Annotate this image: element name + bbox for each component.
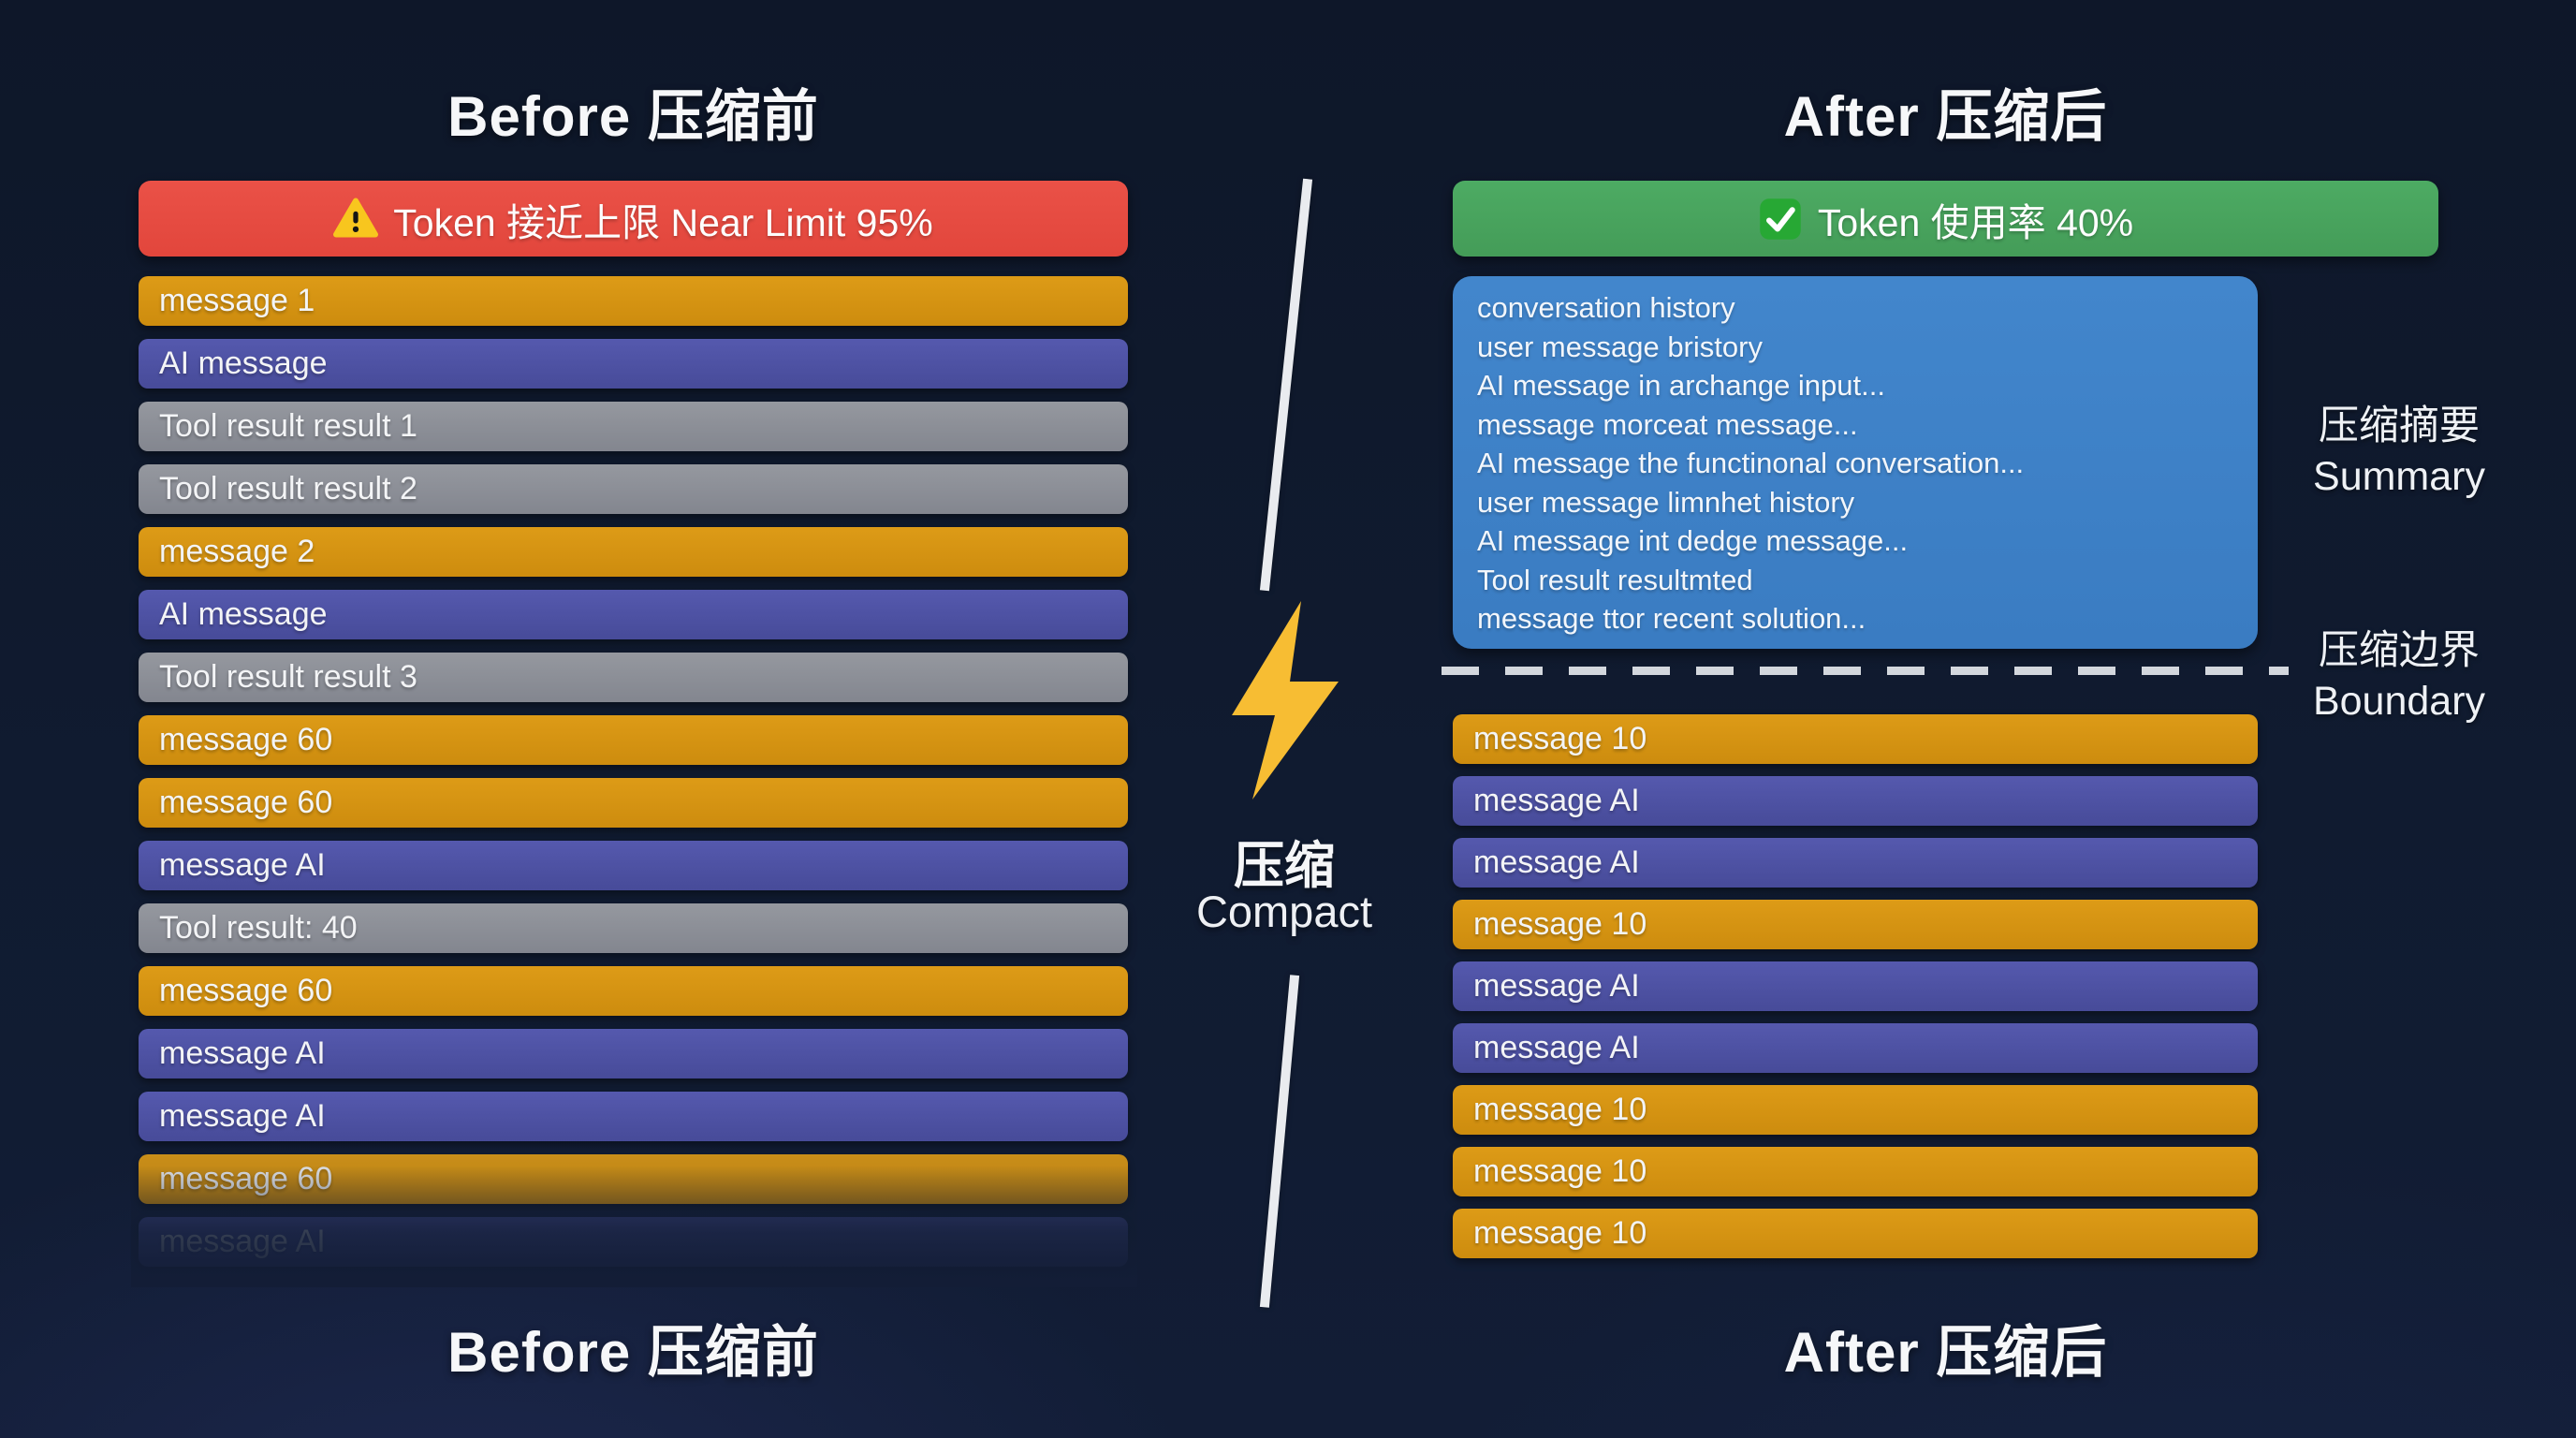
boundary-label-en: Boundary [2312,679,2486,724]
summary-line: Tool result resultmted [1477,563,1753,596]
message-bar-user: message 10 [1453,1085,2258,1135]
warning-banner-label: Token 接近上限 Near Limit 95% [393,200,933,244]
summary-line: AI message in archange input... [1477,369,1885,402]
message-bar-user: message 2 [139,527,1128,577]
summary-label-en: Summary [2313,454,2485,499]
message-bar-user: message 60 [139,715,1128,765]
title-top-left: Before 压缩前 [447,85,819,148]
summary-line: user message bristory [1477,330,1763,363]
token-usage-success-banner: Token 使用率 40% [1453,181,2438,257]
divider-line-bottom [1259,975,1300,1308]
summary-line: AI message int dedge message... [1477,524,1909,557]
summary-label-zh: 压缩摘要 [2319,404,2480,448]
compact-label-en: Compact [1195,887,1373,936]
message-bar-user: message 60 [139,1154,1128,1204]
warning-icon [333,197,379,242]
message-bar-user: message 1 [139,276,1128,326]
token-limit-warning-banner: Token 接近上限 Near Limit 95% [139,181,1128,257]
summary-line: AI message the functinonal conversation.… [1477,447,2025,479]
divider-line-top [1259,178,1313,592]
summary-line: conversation history [1477,291,1735,324]
message-list-before: message 1 AI message Tool result result 1 T… [139,276,1128,1280]
message-bar-ai: message AI [139,1217,1128,1267]
message-bar-tool: Tool result result 3 [139,653,1128,702]
message-bar-ai: message AI [139,1092,1128,1141]
success-banner-label: Token 使用率 40% [1817,200,2134,244]
boundary-label: 压缩边界 Boundary [2277,625,2521,726]
title-bottom-right: After 压缩后 [1783,1321,2108,1384]
summary-label: 压缩摘要 Summary [2277,401,2521,502]
message-list-after: message 10 message AI message AI message 10… [1453,714,2258,1270]
title-top-right: After 压缩后 [1783,85,2108,148]
boundary-label-zh: 压缩边界 [2319,628,2480,673]
message-bar-ai: message AI [1453,776,2258,826]
message-bar-ai: message AI [1453,1023,2258,1073]
message-bar-user: message 10 [1453,1209,2258,1258]
message-bar-user: message 10 [1453,1147,2258,1196]
title-bottom-left: Before 压缩前 [447,1321,819,1384]
summary-line: message ttor recent solution... [1477,602,1866,635]
summary-line: message morceat message... [1477,407,1858,441]
boundary-dashed-line [1442,667,2289,675]
summary-line: user message limnhet history [1477,485,1855,519]
check-icon [1758,197,1803,242]
message-bar-tool: Tool result: 40 [139,903,1128,953]
message-bar-ai: message AI [1453,961,2258,1011]
message-bar-user: message 10 [1453,714,2258,764]
message-bar-user: message 60 [139,778,1128,828]
compact-label-zh: 压缩 [1234,838,1335,894]
message-bar-tool: Tool result result 2 [139,464,1128,514]
lightning-bolt-icon [1232,601,1339,800]
message-bar-ai: AI message [139,590,1128,639]
message-bar-ai: AI message [139,339,1128,389]
message-bar-ai: message AI [139,841,1128,890]
message-bar-ai: message AI [1453,838,2258,888]
message-bar-ai: message AI [139,1029,1128,1078]
summary-box: conversation history user message bristor… [1453,276,2258,649]
message-bar-tool: Tool result result 1 [139,402,1128,451]
message-bar-user: message 10 [1453,900,2258,949]
message-bar-user: message 60 [139,966,1128,1016]
